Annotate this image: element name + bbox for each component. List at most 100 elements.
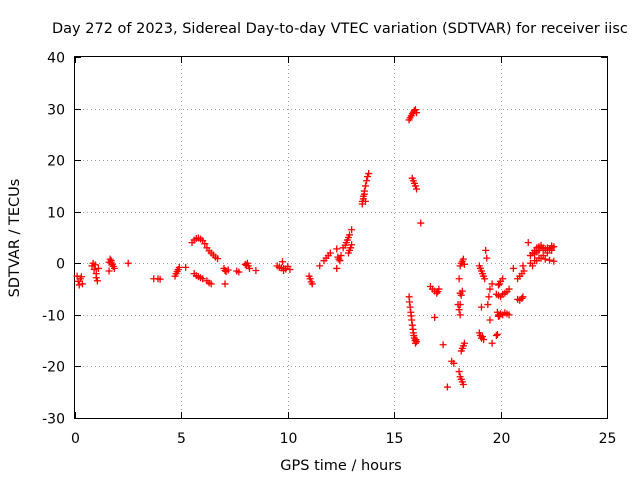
data-point xyxy=(485,293,493,301)
data-point xyxy=(336,257,344,265)
data-point xyxy=(457,291,465,299)
data-point xyxy=(335,255,343,263)
data-point xyxy=(550,257,558,265)
data-point xyxy=(278,258,286,266)
data-point xyxy=(505,285,513,293)
data-point xyxy=(548,242,556,250)
data-point xyxy=(77,273,85,281)
grid xyxy=(75,57,607,418)
data-point xyxy=(199,275,207,283)
data-point xyxy=(207,280,215,288)
data-point xyxy=(459,380,467,388)
data-point xyxy=(443,383,451,391)
data-point xyxy=(529,262,537,270)
data-point xyxy=(494,312,502,320)
x-tick-label: 5 xyxy=(177,431,186,447)
data-point xyxy=(92,274,100,282)
x-tick-label: 0 xyxy=(71,431,80,447)
data-point xyxy=(347,244,355,252)
data-point xyxy=(541,255,549,263)
y-tick-label: 30 xyxy=(47,103,65,119)
data-point xyxy=(346,231,354,239)
data-point xyxy=(505,311,513,319)
y-tick-label: -10 xyxy=(42,309,65,325)
y-tick-label: 20 xyxy=(47,154,65,170)
data-point xyxy=(364,173,372,181)
data-point xyxy=(458,287,466,295)
data-point xyxy=(455,306,463,314)
data-point xyxy=(417,219,425,227)
data-point xyxy=(488,339,496,347)
y-tick-label: 10 xyxy=(47,206,65,222)
data-point xyxy=(479,333,487,341)
data-point xyxy=(252,267,260,275)
data-point xyxy=(280,267,288,275)
data-point xyxy=(344,249,352,257)
data-point xyxy=(201,240,209,248)
data-point xyxy=(543,244,551,252)
data-point xyxy=(524,239,532,247)
data-point xyxy=(348,226,356,234)
data-point xyxy=(413,338,421,346)
data-point xyxy=(411,182,419,190)
data-point xyxy=(333,245,341,253)
data-point xyxy=(477,303,485,311)
data-point xyxy=(455,368,463,376)
data-point xyxy=(460,339,468,347)
data-point xyxy=(456,311,464,319)
data-point xyxy=(439,341,447,349)
data-point xyxy=(483,254,491,262)
data-point xyxy=(182,263,190,271)
data-point xyxy=(156,275,164,283)
data-point xyxy=(306,275,314,283)
data-point xyxy=(105,267,113,275)
data-point xyxy=(337,252,345,260)
data-point xyxy=(413,109,421,117)
data-point xyxy=(481,275,489,283)
axis-ticks: 0 5 10 15 20 25 -30 -20 -10 0 10 20 30 40 xyxy=(42,51,616,448)
data-point xyxy=(348,241,356,249)
y-tick-label: 0 xyxy=(56,257,65,273)
data-point xyxy=(361,182,369,190)
data-point xyxy=(520,267,528,275)
x-axis-label: GPS time / hours xyxy=(280,458,401,474)
data-point xyxy=(94,264,102,272)
data-point xyxy=(484,301,492,309)
data-point xyxy=(450,359,458,367)
data-point xyxy=(518,294,526,302)
data-point xyxy=(286,265,294,273)
data-point xyxy=(75,281,83,289)
data-point xyxy=(413,185,421,193)
data-point xyxy=(533,257,541,265)
data-point xyxy=(110,264,118,272)
data-point xyxy=(93,277,101,285)
y-tick-label: 40 xyxy=(47,51,65,67)
data-point xyxy=(455,275,463,283)
data-point xyxy=(486,285,494,293)
y-axis-label: SDTVAR / TECUs xyxy=(7,179,23,298)
data-point xyxy=(431,313,439,321)
data-point xyxy=(480,336,488,344)
data-point xyxy=(175,263,183,271)
data-point xyxy=(90,265,98,273)
data-point xyxy=(519,293,527,301)
data-point xyxy=(482,246,490,254)
data-point xyxy=(494,281,502,289)
data-point xyxy=(107,259,115,267)
data-point xyxy=(488,280,496,288)
data-point xyxy=(326,249,334,257)
data-point xyxy=(363,177,371,185)
data-point xyxy=(361,197,369,205)
data-point xyxy=(360,190,368,198)
x-tick-label: 25 xyxy=(599,431,617,447)
plot-frame xyxy=(74,56,608,419)
data-point xyxy=(539,245,547,253)
data-point xyxy=(365,170,373,178)
data-point xyxy=(124,259,132,267)
y-tick-label: -30 xyxy=(42,412,65,428)
data-point xyxy=(454,301,462,309)
data-point xyxy=(499,275,507,283)
data-point xyxy=(333,264,341,272)
x-tick-label: 15 xyxy=(386,431,404,447)
